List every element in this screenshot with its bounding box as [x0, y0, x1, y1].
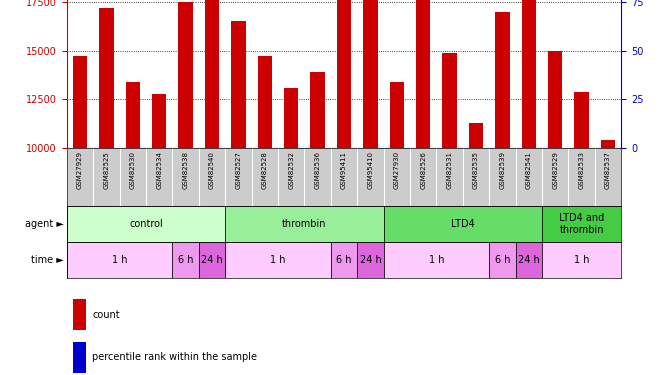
Bar — [152, 93, 166, 343]
Text: GSM82528: GSM82528 — [262, 151, 268, 189]
Bar — [73, 342, 86, 373]
Bar — [337, 0, 351, 343]
Text: GSM82540: GSM82540 — [209, 151, 215, 189]
Bar — [331, 242, 357, 278]
Bar — [172, 242, 199, 278]
Text: GSM82526: GSM82526 — [420, 151, 426, 189]
Bar — [205, 0, 219, 343]
Bar — [199, 242, 225, 278]
Bar — [442, 53, 457, 343]
Bar — [363, 0, 377, 343]
Bar — [67, 242, 172, 278]
Bar — [383, 242, 489, 278]
Text: GSM82527: GSM82527 — [235, 151, 241, 189]
Text: GSM27929: GSM27929 — [77, 151, 83, 189]
Text: percentile rank within the sample: percentile rank within the sample — [92, 352, 257, 363]
Bar — [258, 57, 272, 343]
Bar — [67, 206, 225, 242]
Text: GSM82534: GSM82534 — [156, 151, 162, 189]
Text: GSM95411: GSM95411 — [341, 151, 347, 189]
Text: 6 h: 6 h — [336, 255, 352, 265]
Text: 1 h: 1 h — [574, 255, 589, 265]
Text: GSM82537: GSM82537 — [605, 151, 611, 189]
Text: LTD4 and
thrombin: LTD4 and thrombin — [559, 213, 605, 235]
Text: 24 h: 24 h — [359, 255, 381, 265]
Text: count: count — [92, 309, 120, 320]
Text: 24 h: 24 h — [201, 255, 223, 265]
Bar — [231, 21, 246, 343]
Bar — [284, 88, 299, 343]
Text: agent ►: agent ► — [25, 219, 63, 229]
Bar — [542, 206, 621, 242]
Text: GSM82531: GSM82531 — [447, 151, 453, 189]
Bar — [601, 140, 615, 343]
Bar — [542, 242, 621, 278]
Bar — [225, 206, 383, 242]
Bar — [357, 242, 383, 278]
Text: 6 h: 6 h — [495, 255, 510, 265]
Bar — [389, 82, 404, 343]
Text: GSM82538: GSM82538 — [182, 151, 188, 189]
Text: 1 h: 1 h — [112, 255, 128, 265]
Bar — [522, 0, 536, 343]
Text: GSM82539: GSM82539 — [500, 151, 506, 189]
Text: GSM82541: GSM82541 — [526, 151, 532, 189]
Bar — [416, 0, 430, 343]
Bar — [225, 242, 331, 278]
Text: GSM82530: GSM82530 — [130, 151, 136, 189]
Bar — [574, 92, 589, 343]
Bar — [489, 242, 516, 278]
Bar — [73, 299, 86, 330]
Text: control: control — [129, 219, 163, 229]
Text: LTD4: LTD4 — [451, 219, 475, 229]
Bar — [311, 72, 325, 343]
Bar — [469, 123, 483, 343]
Text: GSM95410: GSM95410 — [367, 151, 373, 189]
Bar — [126, 82, 140, 343]
Text: 1 h: 1 h — [271, 255, 286, 265]
Text: 24 h: 24 h — [518, 255, 540, 265]
Bar — [383, 206, 542, 242]
Text: GSM82536: GSM82536 — [315, 151, 321, 189]
Text: 6 h: 6 h — [178, 255, 193, 265]
Text: GSM82533: GSM82533 — [578, 151, 584, 189]
Bar — [73, 57, 88, 343]
Text: 1 h: 1 h — [429, 255, 444, 265]
Text: time ►: time ► — [31, 255, 63, 265]
Text: GSM27930: GSM27930 — [394, 151, 400, 189]
Bar — [99, 8, 114, 343]
Text: GSM82525: GSM82525 — [104, 151, 110, 189]
Bar — [548, 51, 562, 343]
Text: GSM82529: GSM82529 — [552, 151, 558, 189]
Bar — [178, 2, 193, 343]
Text: GSM82532: GSM82532 — [288, 151, 294, 189]
Text: GSM82535: GSM82535 — [473, 151, 479, 189]
Bar — [495, 12, 510, 343]
Bar — [516, 242, 542, 278]
Text: thrombin: thrombin — [282, 219, 327, 229]
